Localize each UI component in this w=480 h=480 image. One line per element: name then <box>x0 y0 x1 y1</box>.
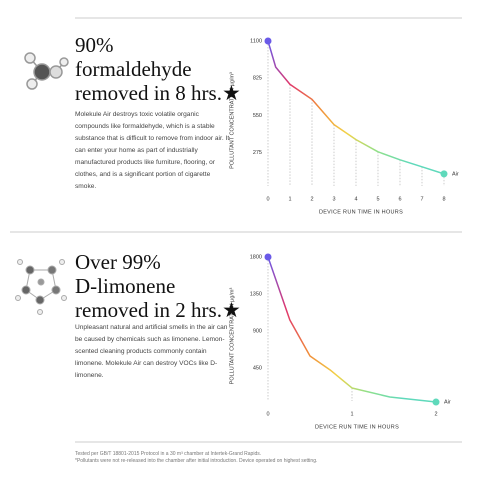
x-axis-label: DEVICE RUN TIME IN HOURS <box>315 424 399 430</box>
end-point <box>440 170 448 178</box>
y-tick-label: 450 <box>253 365 262 371</box>
heading-line: removed in 8 hrs.★ <box>75 81 241 105</box>
y-tick-label: 825 <box>253 76 262 82</box>
molecule-icon <box>15 259 67 315</box>
body-text: Unpleasant natural and artificial smells… <box>75 324 228 379</box>
x-tick-label: 8 <box>442 196 445 202</box>
x-axis-label: DEVICE RUN TIME IN HOURS <box>319 209 403 215</box>
y-tick-label: 550 <box>253 113 262 119</box>
heading-line: D-limonene <box>75 274 176 298</box>
series-label: Air <box>444 399 451 405</box>
body-text: Molekule Air destroys toxic volatile org… <box>75 111 230 190</box>
y-axis-label: POLLUTANT CONCENTRATION µg/m³ <box>229 72 235 169</box>
x-tick-label: 2 <box>310 196 313 202</box>
x-tick-label: 0 <box>266 196 269 202</box>
x-tick-label: 4 <box>354 196 357 202</box>
y-tick-label: 900 <box>253 328 262 334</box>
series-label: Air <box>452 171 459 177</box>
end-point <box>432 398 440 406</box>
y-axis-label: POLLUTANT CONCENTRATION µg/m³ <box>229 287 235 384</box>
heading-line: removed in 2 hrs.★ <box>75 298 241 322</box>
x-tick-label: 1 <box>288 196 291 202</box>
x-tick-label: 2 <box>434 411 437 417</box>
start-point <box>264 253 272 261</box>
heading-line: 90% <box>75 33 114 57</box>
footnote: *Pollutants were not re-released into th… <box>75 458 318 464</box>
y-tick-label: 1100 <box>250 38 262 44</box>
line <box>267 256 437 403</box>
line <box>267 40 445 175</box>
x-tick-label: 3 <box>332 196 335 202</box>
y-tick-label: 275 <box>253 150 262 156</box>
heading-line: formaldehyde <box>75 57 192 81</box>
heading-line: Over 99% <box>75 250 161 274</box>
x-tick-label: 1 <box>350 411 353 417</box>
y-tick-label: 1350 <box>250 291 262 297</box>
y-tick-label: 1800 <box>250 254 262 260</box>
footnote: Tested per GB/T 18801-2015 Protocol in a… <box>75 451 262 457</box>
x-tick-label: 5 <box>376 196 379 202</box>
x-tick-label: 0 <box>266 411 269 417</box>
heading: Over 99% D-limonene removed in 2 hrs.★ <box>75 250 241 322</box>
x-tick-label: 6 <box>398 196 401 202</box>
x-tick-label: 7 <box>420 196 423 202</box>
molecule-icon <box>24 52 69 90</box>
start-point <box>264 37 272 45</box>
footnotes: Tested per GB/T 18801-2015 Protocol in a… <box>75 451 317 465</box>
heading: 90% formaldehyde removed in 8 hrs.★ <box>75 33 241 105</box>
